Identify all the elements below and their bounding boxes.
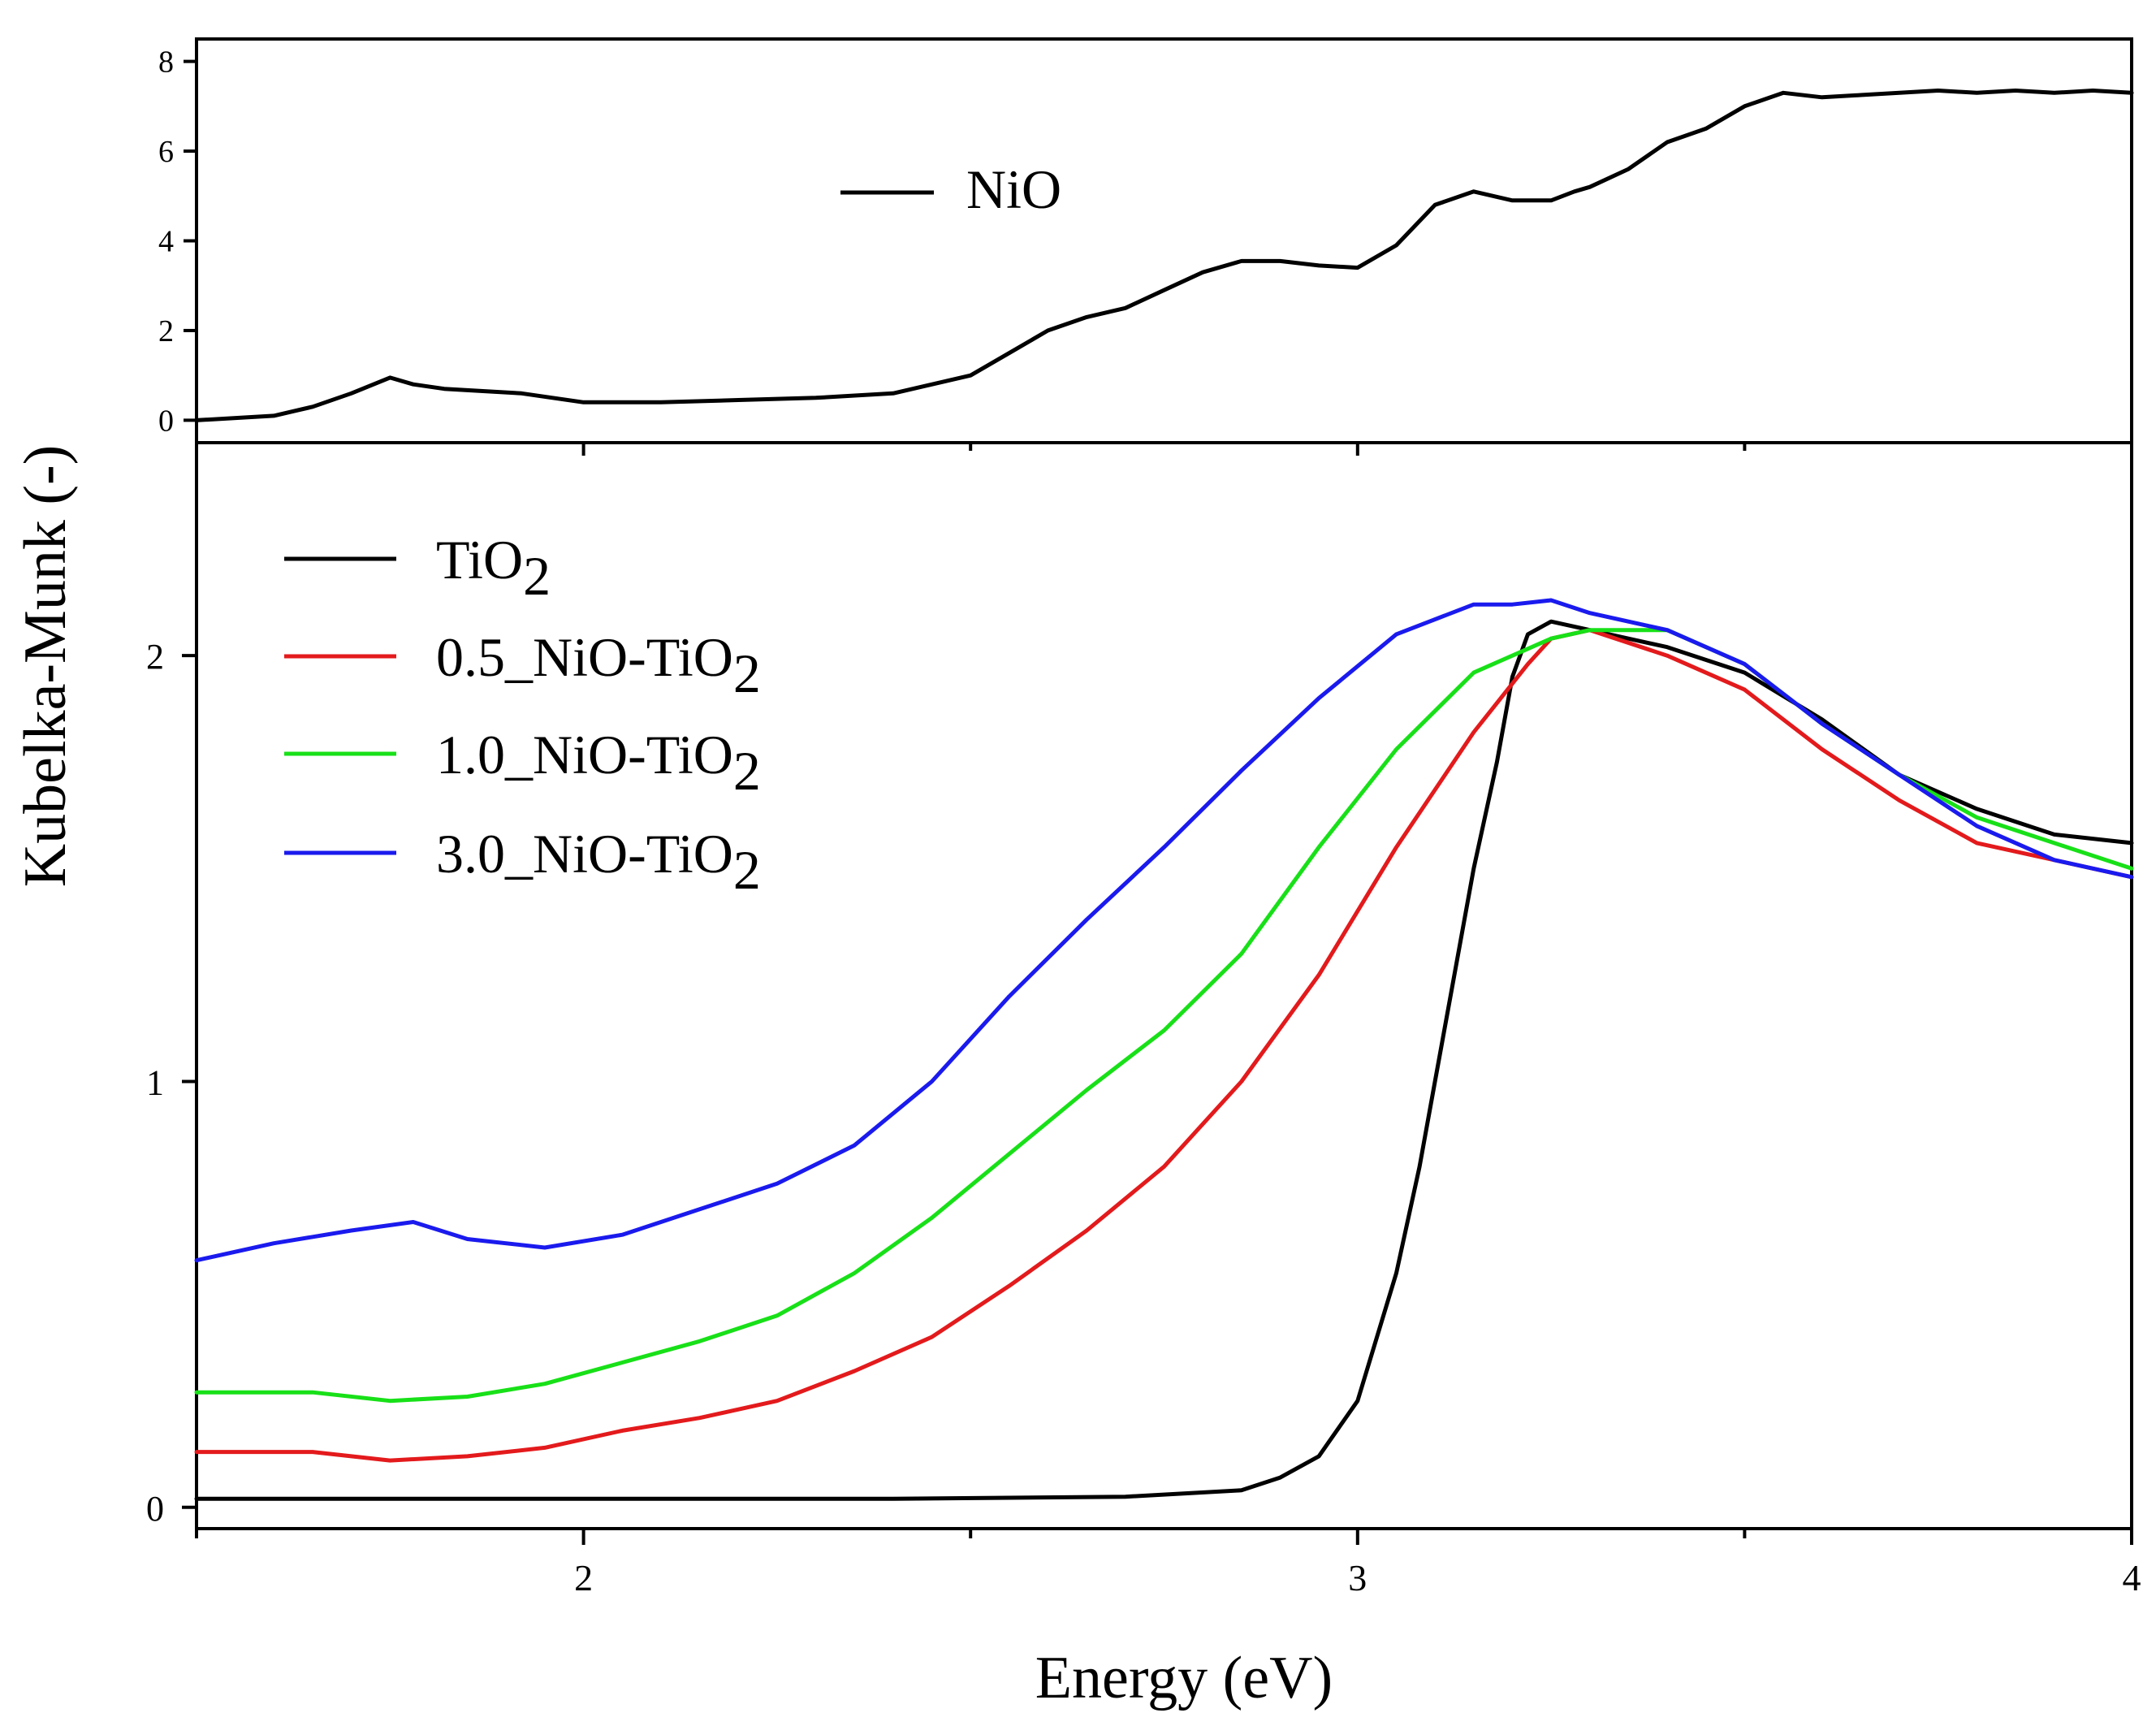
top-y-tick-label-0: 0 xyxy=(158,404,174,438)
top-curves xyxy=(194,89,2134,422)
bottom-legend: TiO2 0.5_NiO-TiO2 1.0_NiO-TiO2 3.0_NiO-T… xyxy=(284,529,761,901)
legend-label-0.5-nio-tio2: 0.5_NiO-TiO2 xyxy=(436,626,761,704)
bottom-y-tick-label-0: 0 xyxy=(146,1489,164,1529)
series-line-nio xyxy=(194,89,2134,422)
bottom-y-tick-label-1: 1 xyxy=(146,1062,164,1102)
bottom-y-tick-label-2: 2 xyxy=(146,637,164,677)
legend-label-3.0-nio-tio2: 3.0_NiO-TiO2 xyxy=(436,823,761,901)
top-y-tick-label-4: 4 xyxy=(158,225,174,259)
top-legend: NiO xyxy=(840,158,1061,220)
x-axis-label: Energy (eV) xyxy=(1035,1645,1333,1711)
legend-label-tio2: TiO2 xyxy=(436,529,551,607)
bottom-panel: 0 1 2 2 3 4 TiO2 0.5_NiO-TiO2 1.0_NiO-TiO2 3… xyxy=(146,441,2141,1598)
legend-label-nio: NiO xyxy=(966,158,1061,220)
x-ticks: 2 3 4 xyxy=(195,443,2141,1598)
x-tick-label-4: 4 xyxy=(2123,1557,2141,1598)
x-tick-label-2: 2 xyxy=(574,1557,593,1598)
series-line-0.5-nio-tio2 xyxy=(194,628,2134,1463)
top-panel: 0 2 4 6 8 NiO xyxy=(158,37,2134,444)
series-line-3.0-nio-tio2 xyxy=(194,598,2134,1263)
bottom-panel-frame xyxy=(195,441,2133,1530)
top-y-ticks: 0 2 4 6 8 xyxy=(158,45,197,438)
x-tick-label-3: 3 xyxy=(1348,1557,1367,1598)
y-axis-label: Kubelka-Munk (-) xyxy=(12,445,79,888)
legend-label-1.0-nio-tio2: 1.0_NiO-TiO2 xyxy=(436,724,761,802)
top-y-tick-label-2: 2 xyxy=(158,314,174,348)
top-y-tick-label-8: 8 xyxy=(158,45,174,80)
top-y-tick-label-6: 6 xyxy=(158,135,174,169)
bottom-curves xyxy=(194,598,2134,1501)
bottom-y-ticks: 0 1 2 xyxy=(146,637,197,1529)
top-panel-frame xyxy=(195,37,2133,444)
